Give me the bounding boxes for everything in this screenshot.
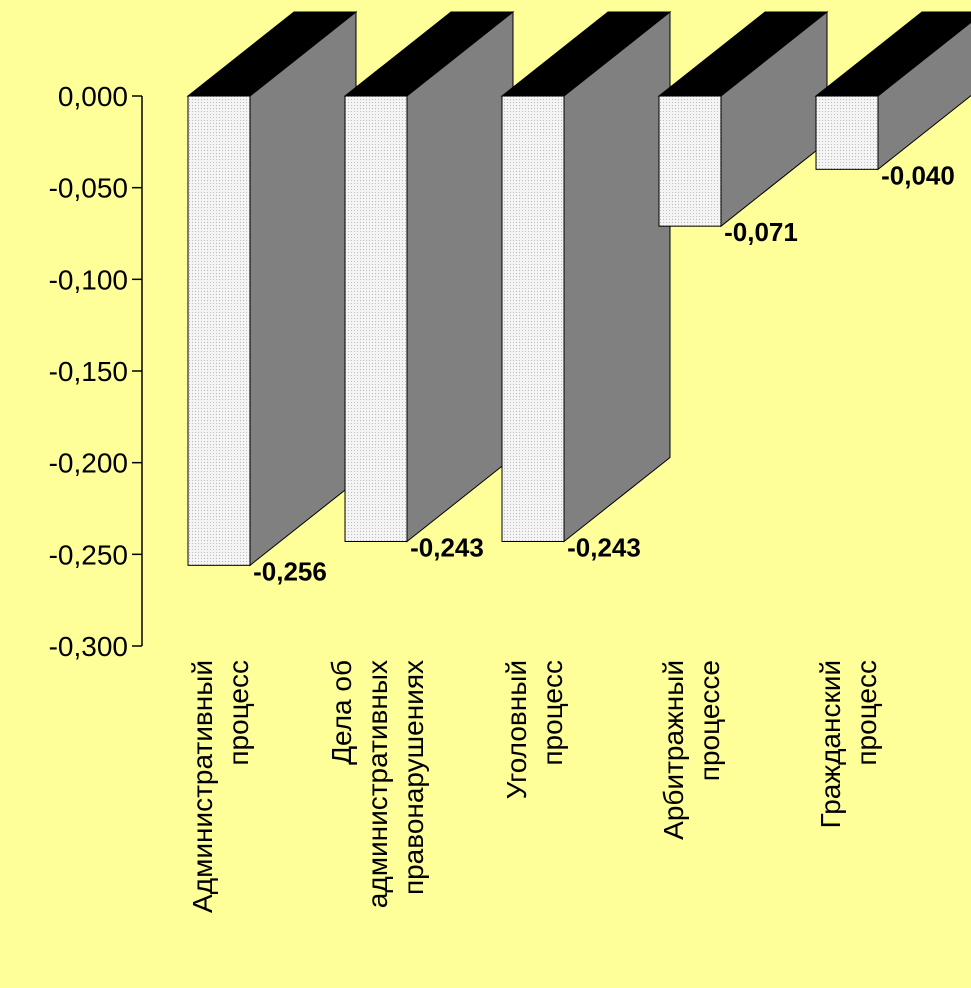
bar-side-face (406, 10, 514, 543)
category-label: Уголовный (501, 660, 532, 799)
y-tick-label: -0,100 (49, 264, 128, 295)
bar-front-face (344, 95, 408, 542)
bar-side-face (563, 10, 671, 543)
bar-front-face (815, 95, 879, 170)
data-label: -0,256 (253, 556, 327, 586)
y-axis: 0,000 -0,050 -0,100 -0,150 -0,200 -0,250 -0,30… (49, 81, 143, 662)
category-labels: Административный процесс Дела об администра… (187, 660, 882, 913)
category-label: правонарушениях (398, 660, 429, 895)
y-tick-label: -0,300 (49, 631, 128, 662)
data-labels: -0,256 -0,243 -0,243 -0,071 -0,040 (253, 160, 955, 586)
data-label: -0,040 (881, 160, 955, 190)
category-label: Гражданский (815, 660, 846, 828)
bar-4 (657, 10, 829, 228)
bar-front-face (658, 95, 722, 227)
data-label: -0,071 (724, 217, 798, 247)
category-label: процессе (694, 660, 725, 781)
category-label: Арбитражный (658, 660, 689, 840)
category-label: процесс (223, 660, 254, 766)
y-tick-label: -0,150 (49, 356, 128, 387)
bar-2 (343, 10, 515, 543)
category-label: процесс (851, 660, 882, 766)
data-label: -0,243 (567, 533, 641, 563)
y-tick-label: -0,200 (49, 448, 128, 479)
bar-front-face (501, 95, 565, 542)
bar-front-face (187, 95, 251, 566)
category-label: административных (362, 660, 393, 908)
bar-1 (186, 10, 358, 567)
y-tick-label: -0,050 (49, 173, 128, 204)
category-label: процесс (537, 660, 568, 766)
bar-side-face (249, 10, 357, 567)
y-tick-label: -0,250 (49, 539, 128, 570)
category-label: Административный (187, 660, 218, 913)
bars (186, 10, 971, 567)
category-label: Дела об (326, 660, 357, 765)
y-tick-label: 0,000 (58, 81, 128, 112)
bar-5 (814, 11, 971, 171)
data-label: -0,243 (410, 533, 484, 563)
bar-3 (500, 10, 672, 543)
